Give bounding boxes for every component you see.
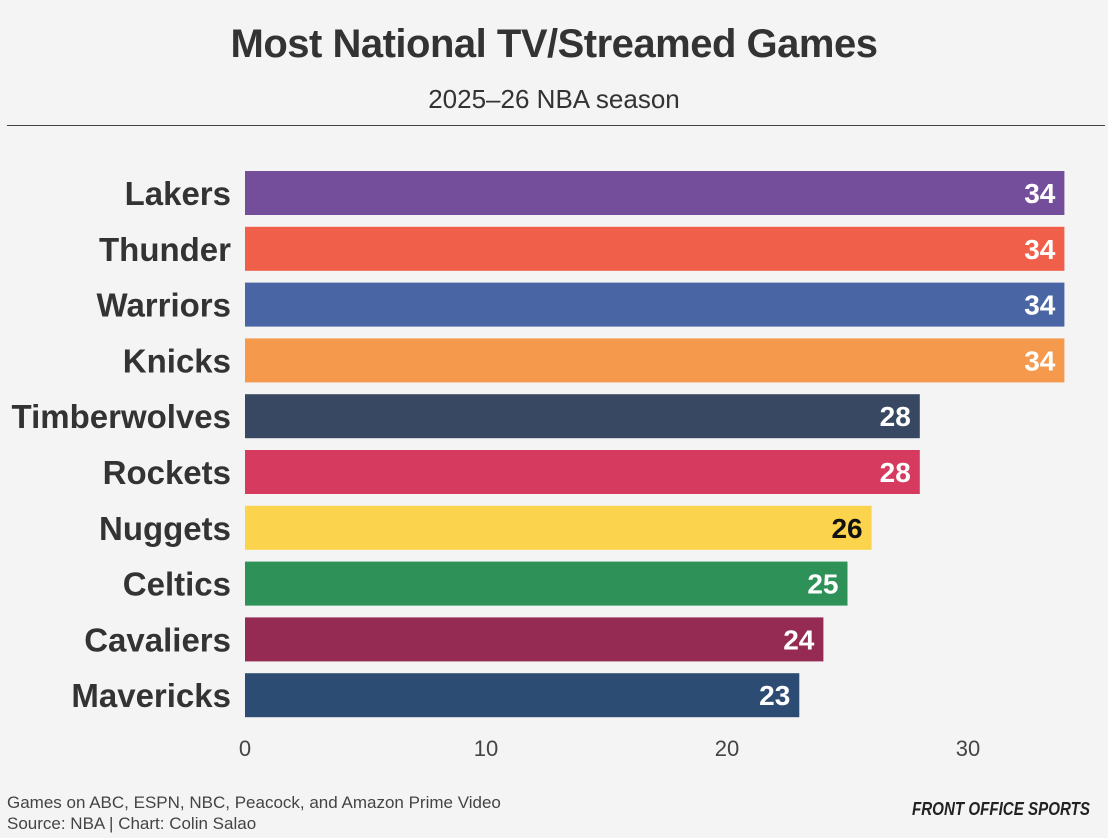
chart-header: Most National TV/Streamed Games 2025–26 … — [0, 0, 1108, 130]
bar-nuggets — [245, 505, 872, 550]
x-tick-label-30: 30 — [956, 736, 980, 761]
category-label-timberwolves: Timberwolves — [12, 398, 231, 435]
category-label-celtics: Celtics — [123, 566, 231, 603]
category-labels-group: Lakers Thunder Warriors Knicks Timberwolves R… — [12, 175, 232, 714]
bar-mavericks — [245, 673, 800, 718]
header-divider — [7, 125, 1105, 126]
category-label-rockets: Rockets — [103, 454, 231, 491]
category-label-cavaliers: Cavaliers — [84, 621, 231, 658]
bar-thunder — [245, 226, 1065, 271]
value-label-timberwolves: 28 — [880, 401, 911, 432]
chart-footer: Games on ABC, ESPN, NBC, Peacock, and Am… — [7, 792, 501, 834]
value-label-rockets: 28 — [880, 457, 911, 488]
front-office-sports-logo: FRONT OFFICE SPORTS — [912, 799, 1090, 819]
bar-celtics — [245, 561, 848, 606]
footer-note: Games on ABC, ESPN, NBC, Peacock, and Am… — [7, 793, 501, 812]
category-label-mavericks: Mavericks — [71, 677, 231, 714]
value-labels-group: 34 34 34 34 28 28 26 25 24 23 — [759, 178, 1056, 711]
value-label-lakers: 34 — [1024, 178, 1056, 209]
x-axis-ticks-group: 0 10 20 30 — [239, 736, 980, 761]
bar-rockets — [245, 450, 920, 494]
x-tick-label-0: 0 — [239, 736, 251, 761]
category-label-thunder: Thunder — [99, 231, 231, 268]
footer-source: Source: NBA | Chart: Colin Salao — [7, 814, 257, 833]
value-label-thunder: 34 — [1024, 234, 1056, 265]
bar-lakers — [245, 171, 1065, 215]
x-tick-label-20: 20 — [715, 736, 739, 761]
value-label-celtics: 25 — [807, 569, 838, 600]
category-label-nuggets: Nuggets — [99, 510, 231, 547]
category-label-knicks: Knicks — [123, 342, 231, 379]
bars-group — [245, 171, 1065, 718]
bar-warriors — [245, 282, 1065, 327]
bar-chart: Lakers Thunder Warriors Knicks Timberwolves R… — [12, 171, 1065, 761]
bar-cavaliers — [245, 617, 824, 662]
value-label-cavaliers: 24 — [783, 624, 815, 655]
category-label-warriors: Warriors — [97, 287, 231, 324]
x-tick-label-10: 10 — [474, 736, 498, 761]
value-label-knicks: 34 — [1024, 345, 1056, 376]
value-label-mavericks: 23 — [759, 680, 790, 711]
category-label-lakers: Lakers — [125, 175, 231, 212]
value-label-nuggets: 26 — [831, 513, 862, 544]
bar-timberwolves — [245, 394, 920, 439]
value-label-warriors: 34 — [1024, 290, 1056, 321]
bar-knicks — [245, 338, 1065, 383]
chart-title: Most National TV/Streamed Games — [230, 22, 878, 66]
chart-subtitle: 2025–26 NBA season — [428, 84, 680, 114]
logo-wordmark: FRONT OFFICE SPORTS — [912, 799, 1090, 819]
